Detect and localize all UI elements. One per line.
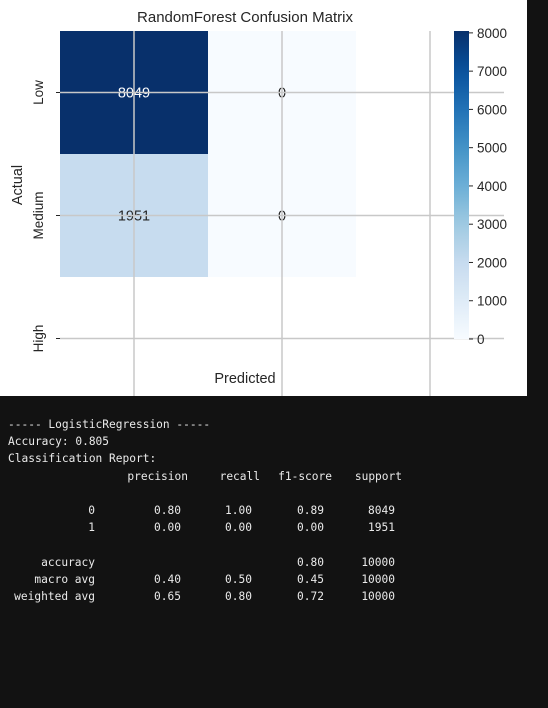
row-f1: 0.89 — [297, 503, 324, 517]
colorbar — [454, 31, 469, 339]
col-support-header: support — [354, 469, 402, 483]
summary-label: macro avg — [34, 572, 95, 586]
x-axis-label: Predicted — [214, 371, 275, 387]
summary-row: macro avg 0.40 0.50 0.45 10000 — [8, 571, 548, 588]
row-precision: 0.00 — [154, 521, 181, 535]
col-recall-header: recall — [219, 469, 260, 483]
row-f1: 0.00 — [297, 521, 324, 535]
summary-recall: 0.80 — [225, 589, 252, 603]
summary-f1: 0.45 — [297, 572, 324, 586]
row-label: 0 — [88, 503, 95, 517]
report-title: Classification Report: — [8, 452, 157, 466]
colorbar-tick-label: 7000 — [477, 64, 507, 79]
summary-f1: 0.80 — [297, 555, 324, 569]
colorbar-tick-label: 8000 — [477, 26, 507, 41]
accuracy-line: Accuracy: 0.805 — [8, 435, 110, 449]
row-label: 1 — [88, 521, 95, 535]
row-recall: 1.00 — [225, 503, 252, 517]
summary-support: 10000 — [361, 589, 395, 603]
summary-precision: 0.65 — [154, 589, 181, 603]
report-header-row: precision recall f1-score support — [8, 468, 548, 485]
summary-recall: 0.50 — [225, 572, 252, 586]
y-axis-label: Actual — [10, 165, 26, 205]
row-precision: 0.80 — [154, 503, 181, 517]
console-output: ----- LogisticRegression ----- Accuracy:… — [0, 396, 548, 612]
y-tick-labels: Low Medium High — [31, 80, 60, 353]
y-tick-label: High — [31, 325, 46, 353]
colorbar-tick-label: 2000 — [477, 255, 507, 270]
colorbar-ticks: 0 1000 2000 3000 4000 5000 6000 7000 8000 — [469, 26, 507, 347]
blank-row — [8, 536, 548, 553]
chart-title: RandomForest Confusion Matrix — [137, 9, 353, 26]
colorbar-tick-label: 1000 — [477, 294, 507, 309]
col-precision-header: precision — [127, 469, 188, 483]
colorbar-tick-label: 6000 — [477, 102, 507, 117]
summary-label: accuracy — [41, 555, 95, 569]
summary-precision: 0.40 — [154, 572, 181, 586]
colorbar-tick-label: 4000 — [477, 179, 507, 194]
model-header: ----- LogisticRegression ----- — [8, 418, 211, 431]
y-tick-label: Low — [31, 80, 46, 105]
summary-f1: 0.72 — [297, 589, 324, 603]
colorbar-tick-label: 3000 — [477, 217, 507, 232]
summary-row: weighted avg 0.65 0.80 0.72 10000 — [8, 588, 548, 605]
colorbar-tick-label: 0 — [477, 332, 485, 347]
report-row: 0 0.80 1.00 0.89 8049 — [8, 502, 548, 519]
summary-support: 10000 — [361, 555, 395, 569]
confusion-matrix-figure: RandomForest Confusion Matrix 8049019510… — [0, 0, 527, 396]
confusion-matrix-chart: RandomForest Confusion Matrix 8049019510… — [10, 9, 507, 396]
row-recall: 0.00 — [225, 521, 252, 535]
heatmap-gridlines — [60, 31, 504, 396]
report-row: 1 0.00 0.00 0.00 1951 — [8, 519, 548, 536]
heatmap-cells: 8049019510 — [60, 31, 356, 277]
row-support: 8049 — [368, 503, 395, 517]
colorbar-tick-label: 5000 — [477, 141, 507, 156]
y-tick-label: Medium — [31, 191, 46, 239]
summary-label: weighted avg — [14, 589, 95, 603]
summary-row: accuracy 0.80 10000 — [8, 554, 548, 571]
row-support: 1951 — [368, 521, 395, 535]
col-f1-header: f1-score — [278, 469, 332, 483]
blank-row — [8, 485, 548, 502]
summary-support: 10000 — [361, 572, 395, 586]
